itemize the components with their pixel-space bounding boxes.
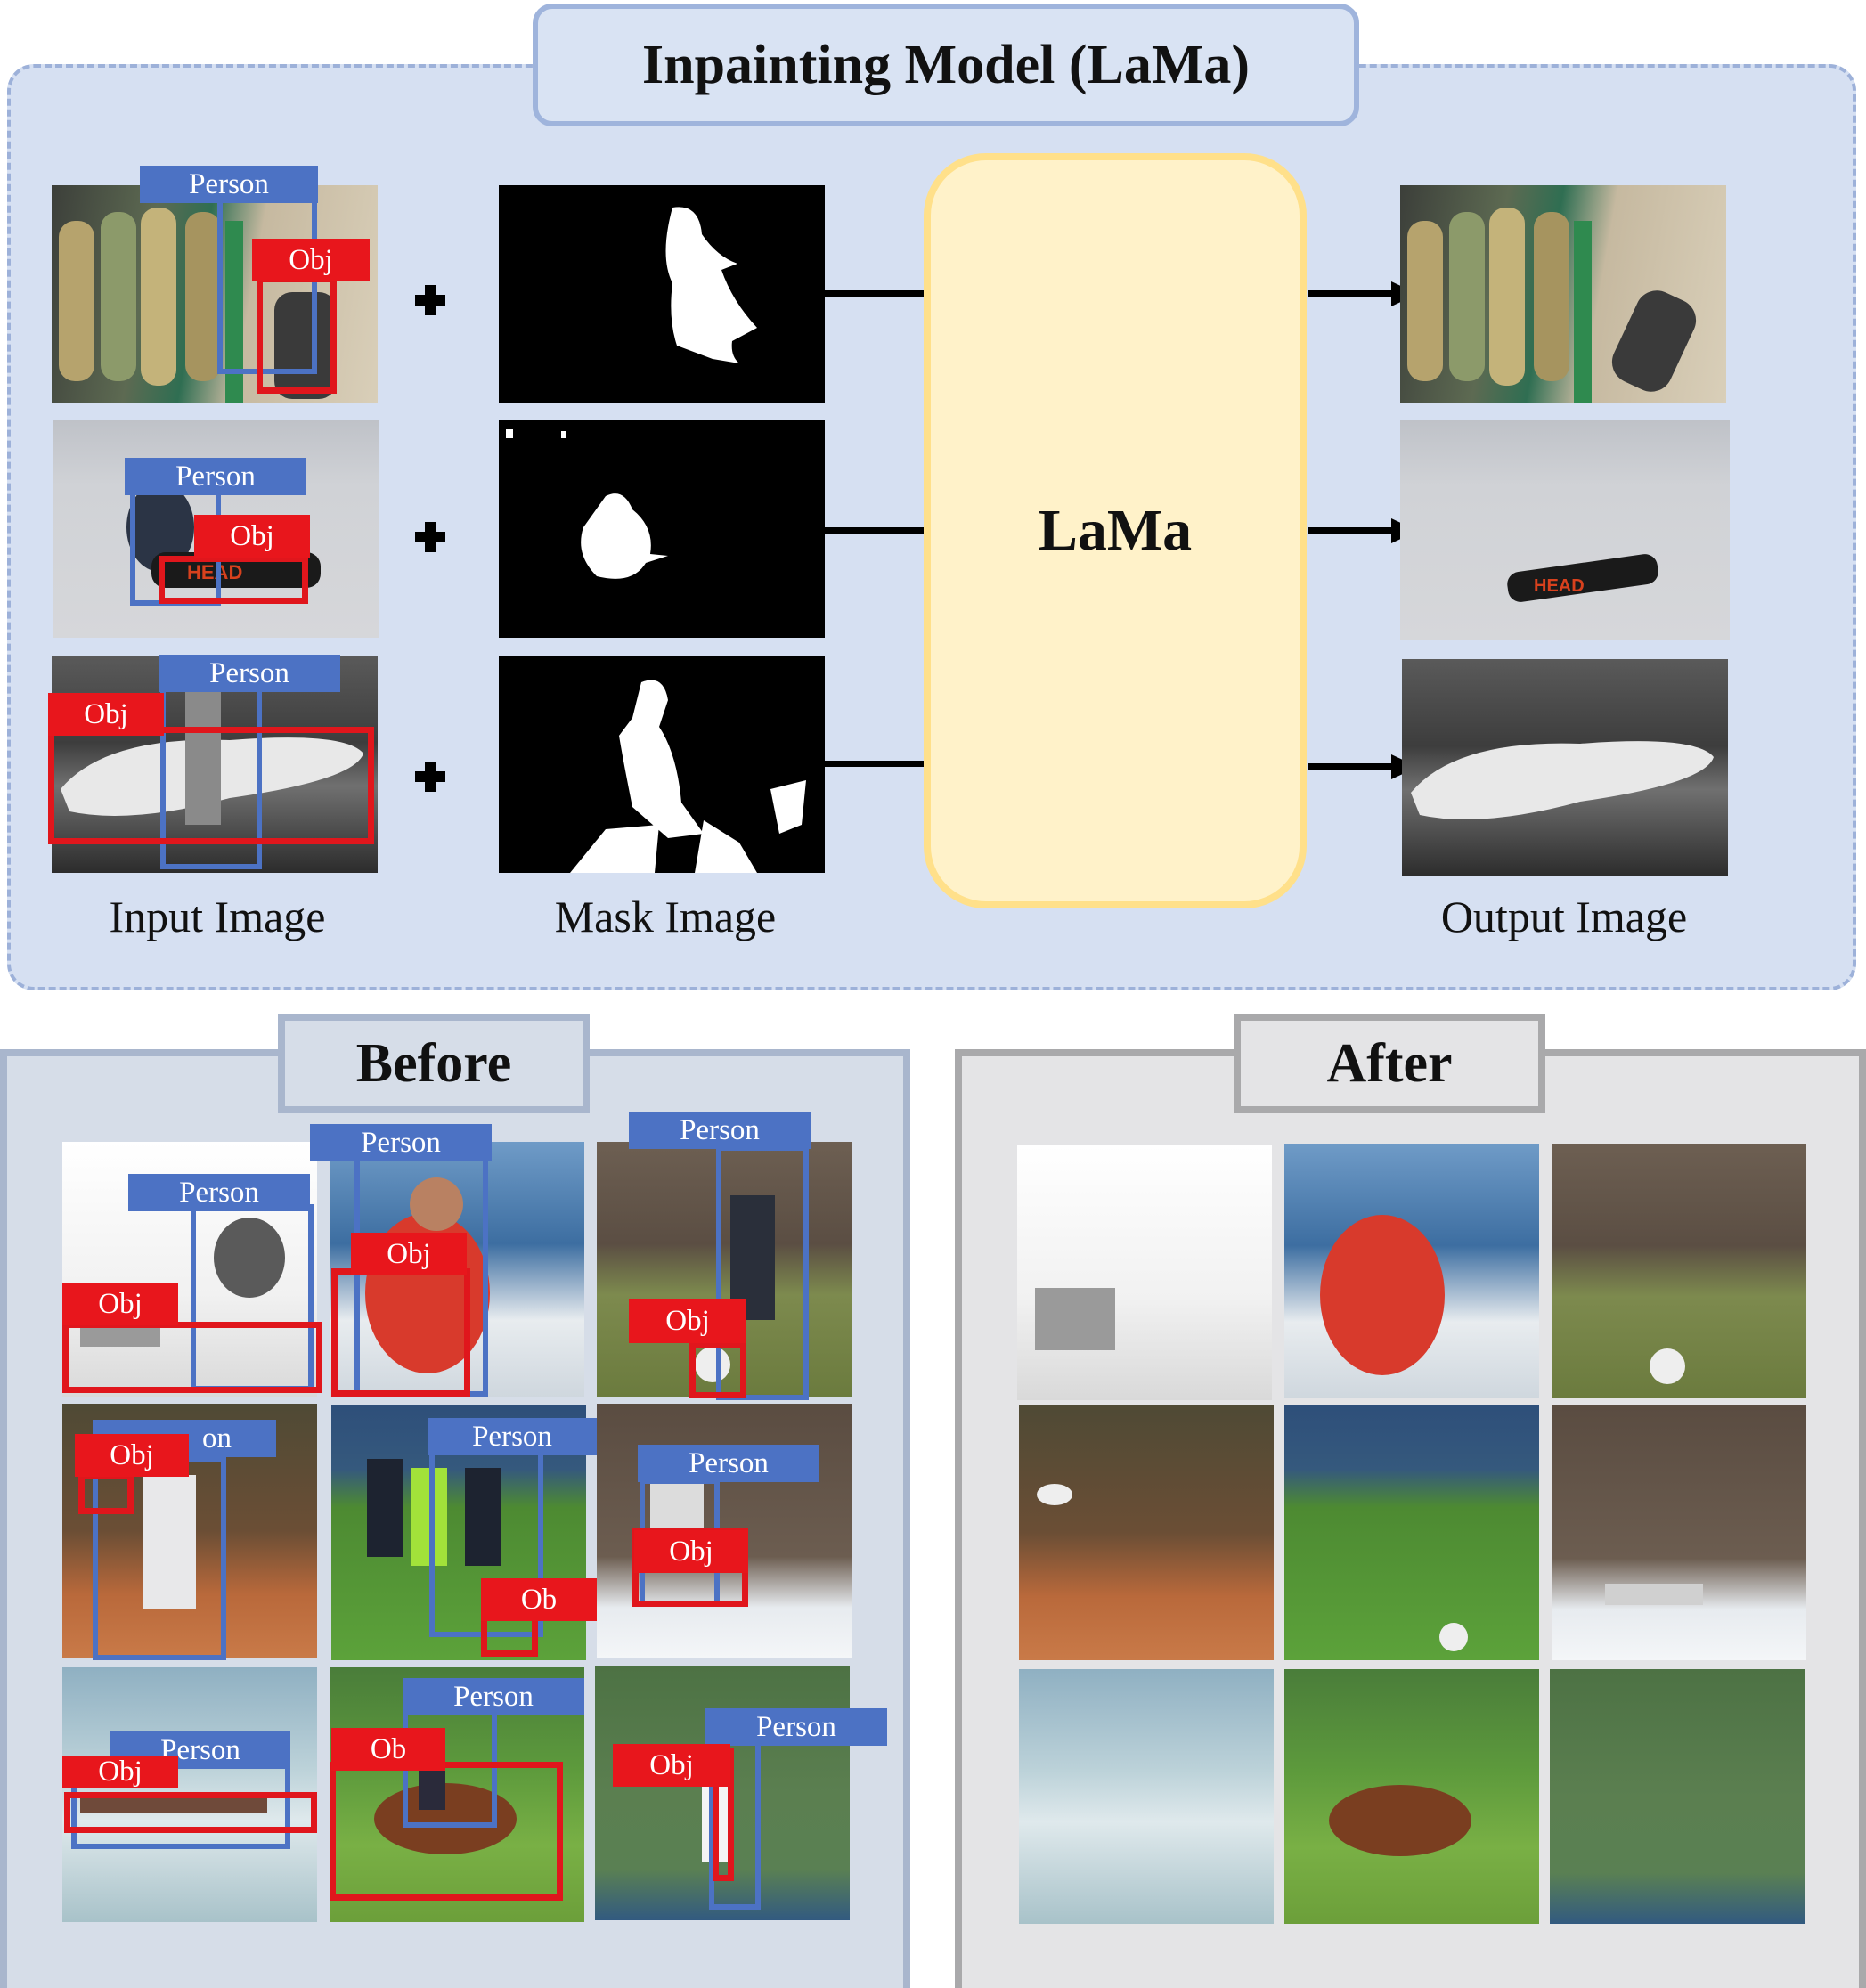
after-image-bodyboard: [1284, 1144, 1539, 1398]
person-label: Person: [629, 1112, 811, 1149]
after-image-soccer-ball: [1552, 1144, 1806, 1398]
plus-icon: [415, 522, 445, 552]
input-image-skateboard: [52, 185, 378, 403]
mask-image-caption: Mask Image: [554, 892, 777, 941]
obj-bbox: [331, 1268, 470, 1397]
obj-bbox: [62, 1322, 322, 1393]
obj-label: Ob: [331, 1728, 445, 1771]
after-image-horse: [1284, 1669, 1539, 1924]
person-label: Person: [428, 1418, 597, 1455]
person-label: Person: [310, 1124, 492, 1161]
after-image-laptop: [1017, 1145, 1272, 1400]
output-image-skateboard: [1400, 185, 1726, 403]
output-arrow-line: [1308, 527, 1395, 534]
output-arrow-line: [1308, 763, 1395, 770]
obj-bbox: [257, 276, 337, 394]
obj-label: Obj: [62, 1283, 178, 1325]
before-image-soccer-girl: [597, 1142, 852, 1397]
connector-line: [825, 527, 926, 534]
obj-label: Obj: [634, 1530, 748, 1573]
obj-bbox: [78, 1473, 134, 1514]
obj-label: Obj: [48, 693, 164, 736]
input-image-caption: Input Image: [109, 892, 326, 941]
person-label: Person: [140, 166, 318, 203]
output-image-surfboard: [1402, 659, 1728, 876]
after-image-tennis: [1550, 1669, 1805, 1924]
after-image-snow-woods: [1552, 1405, 1806, 1660]
obj-bbox: [64, 1792, 317, 1833]
svg-text:HEAD: HEAD: [1534, 576, 1585, 596]
obj-label: Obj: [629, 1299, 746, 1343]
obj-label: Obj: [194, 515, 310, 558]
person-label: Person: [128, 1174, 310, 1211]
lama-model-box: LaMa: [924, 153, 1307, 908]
person-label: Person: [403, 1678, 584, 1715]
person-label: Person: [110, 1731, 290, 1769]
pipeline-title: Inpainting Model (LaMa): [533, 4, 1359, 126]
obj-label: Obj: [252, 239, 370, 281]
obj-bbox: [48, 727, 374, 844]
plus-icon: [415, 285, 445, 315]
connector-line: [825, 761, 926, 767]
obj-bbox: [330, 1762, 563, 1901]
person-label: Person: [638, 1445, 819, 1482]
person-label: Person: [159, 655, 340, 692]
plus-icon: [415, 762, 445, 792]
output-arrow-line: [1308, 290, 1395, 297]
output-image-snow: HEAD: [1400, 420, 1730, 640]
after-image-frisbee: [1019, 1405, 1274, 1660]
after-image-soccer-field: [1284, 1405, 1539, 1660]
obj-label: Obj: [75, 1434, 189, 1477]
mask-image-1: [499, 185, 825, 403]
connector-line: [825, 290, 926, 297]
mask-image-2: [499, 420, 825, 638]
mask-image-3: [499, 656, 825, 873]
output-image-caption: Output Image: [1440, 892, 1688, 941]
before-title: Before: [278, 1014, 590, 1113]
person-label: Person: [125, 458, 306, 495]
person-label: Person: [705, 1708, 887, 1746]
obj-label: Obj: [62, 1756, 178, 1788]
obj-bbox: [159, 556, 308, 604]
svg-text:HEAD: HEAD: [187, 561, 242, 583]
obj-label: Obj: [351, 1233, 467, 1275]
after-title: After: [1234, 1014, 1545, 1113]
obj-bbox: [689, 1341, 746, 1398]
obj-label: Obj: [613, 1744, 730, 1787]
obj-label: Ob: [481, 1578, 597, 1621]
after-image-ocean: [1019, 1669, 1274, 1924]
